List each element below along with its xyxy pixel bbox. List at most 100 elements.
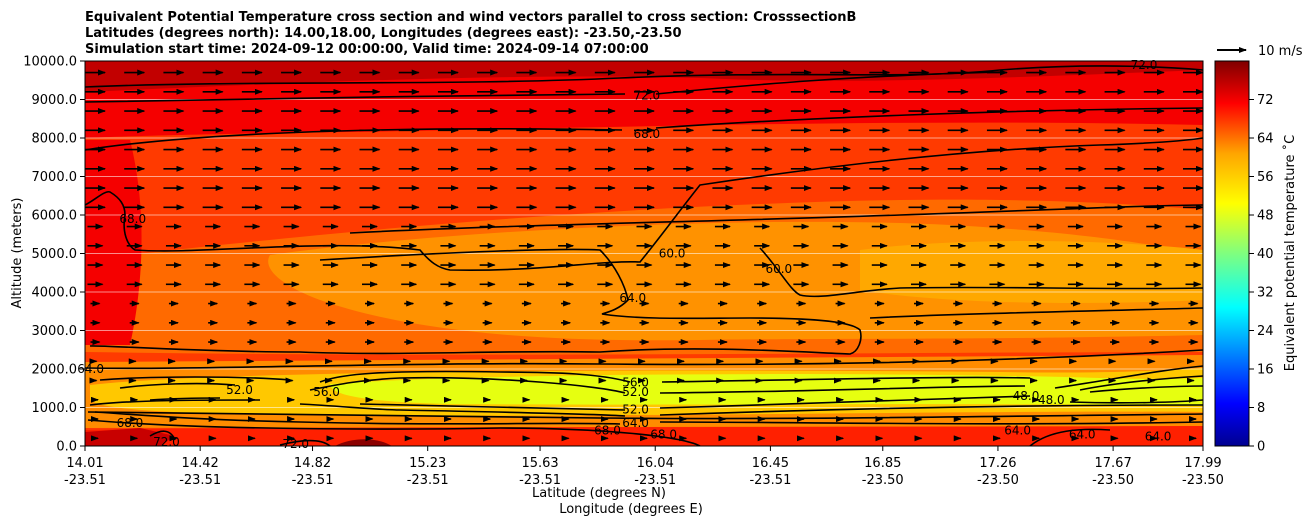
x-tick-label-lat: 17.26 [979,456,1016,471]
y-tick-label: 5000.0 [32,247,78,262]
title-line-3: Simulation start time: 2024-09-12 00:00:… [85,42,649,57]
x-tick-label-lon: -23.50 [977,473,1019,488]
x-tick-label-lat: 17.99 [1184,456,1221,471]
colorbar-tick-label: 40 [1257,247,1274,262]
contour-label: 64.0 [619,291,646,305]
contour-label: 68.0 [119,212,146,226]
y-tick-label: 1000.0 [32,401,78,416]
x-axis-label-longitude: Longitude (degrees E) [559,502,703,517]
contour-label: 72.0 [153,435,180,449]
contour-label: 64.0 [1069,427,1096,441]
x-tick-label-lon: -23.50 [862,473,904,488]
contour-label: 64.0 [1145,429,1172,443]
contour-label: 48.0 [1038,393,1065,407]
contour-label: 52.0 [226,383,253,397]
x-tick-label-lat: 14.01 [66,456,103,471]
x-tick-label-lon: -23.51 [749,473,791,488]
contour-label: 68.0 [650,427,677,441]
x-tick-label-lat: 15.63 [521,456,558,471]
x-axis: 14.01 -23.51 14.42 -23.51 14.82 -23.51 15.23 -2… [64,446,1224,488]
colorbar-tick-label: 24 [1257,324,1274,339]
wind-vectors [85,69,1203,442]
colorbar-tick-label: 0 [1257,440,1265,455]
x-tick-label-lat: 16.45 [752,456,789,471]
x-tick-label-lon: -23.51 [407,473,449,488]
y-tick-label: 10000.0 [23,55,77,70]
contour-label: 72.0 [633,89,660,103]
y-tick-label: 7000.0 [32,170,78,185]
contour-label: 52.0 [622,385,649,399]
contour-label: 64.0 [622,416,649,430]
contour-68-lower [87,419,1111,446]
y-axis-label: Altitude (meters) [10,198,25,309]
x-tick-label-lon: -23.51 [292,473,334,488]
x-axis-label-latitude: Latitude (degrees N) [532,486,666,501]
contour-label: 56.0 [622,375,649,389]
contour-56 [99,365,1203,389]
contour-lines [85,65,1203,446]
x-tick-label-lat: 16.04 [637,456,674,471]
title-line-2: Latitudes (degrees north): 14.00,18.00, … [85,26,682,41]
contour-label: 64.0 [77,362,104,376]
colorbar-ticks: 0 8 16 24 32 40 48 56 64 72 [1249,93,1274,455]
x-tick-label-lat: 16.85 [864,456,901,471]
y-axis: 0.0 1000.0 2000.0 3000.0 4000.0 5000.0 6000.0 7… [23,55,85,455]
contour-label: 68.0 [633,127,660,141]
contour-label: 48.0 [1013,389,1040,403]
x-tick-label-lat: 14.42 [182,456,219,471]
contour-72 [85,71,1001,103]
quiver-key-label: 10 m/s [1258,44,1303,59]
x-tick-label-lon: -23.51 [64,473,106,488]
surface-darkred-patch [85,428,175,446]
colorbar-tick-label: 56 [1257,170,1274,185]
contour-label: 68.0 [117,416,144,430]
y-tick-label: 8000.0 [32,132,78,147]
colorbar-tick-label: 48 [1257,209,1274,224]
contour-60-right [759,247,1203,298]
colorbar-tick-label: 16 [1257,363,1274,378]
contour-64-lower [94,411,1203,425]
contour-label: 68.0 [594,424,621,438]
colorbar [1214,60,1250,447]
y-tick-label: 6000.0 [32,209,78,224]
contour-label: 52.0 [622,402,649,416]
surface-darkred-mound [335,439,392,446]
left-red-column [85,140,142,345]
x-tick-label-lon: -23.51 [179,473,221,488]
contour-52 [119,375,1203,394]
title-line-1: Equivalent Potential Temperature cross s… [85,10,856,25]
colorbar-label: Equivalent potential temperature ˚C [1282,135,1298,371]
contour-56-lower [89,399,1203,417]
contour-72-upper [85,65,1203,88]
x-tick-label-lon: -23.51 [634,473,676,488]
x-tick-label-lon: -23.50 [1092,473,1134,488]
contour-label: 72.0 [282,437,309,451]
contour-64 [89,248,862,355]
contour-64-right [869,307,1203,319]
y-tick-label: 3000.0 [32,324,78,339]
y-tick-label: 2000.0 [32,363,78,378]
contour-68-left [85,137,1203,272]
amber-field [860,241,1203,303]
colorbar-tick-label: 64 [1257,132,1274,147]
x-tick-label-lon: -23.50 [1182,473,1224,488]
contour-label: 60.0 [659,247,686,261]
contour-label: 60.0 [765,262,792,276]
y-tick-label: 9000.0 [32,93,78,108]
colorbar-tick-label: 8 [1257,401,1265,416]
x-tick-label-lon: -23.51 [519,473,561,488]
contour-label: 64.0 [1004,424,1031,438]
colorbar-tick-label: 32 [1257,286,1274,301]
y-tick-label: 4000.0 [32,286,78,301]
plot-area [85,61,1203,446]
colorbar-tick-label: 72 [1257,93,1274,108]
contour-label: 56.0 [313,385,340,399]
contour-60-lower [87,411,1203,420]
x-tick-label-lat: 15.23 [409,456,446,471]
x-tick-label-lat: 17.67 [1095,456,1132,471]
contour-label: 72.0 [1131,58,1158,72]
contour-labels: 72.068.068.060.060.064.064.052.0 56.056.0… [77,58,1171,451]
y-tick-label: 0.0 [56,440,77,455]
x-tick-label-lat: 14.82 [294,456,331,471]
